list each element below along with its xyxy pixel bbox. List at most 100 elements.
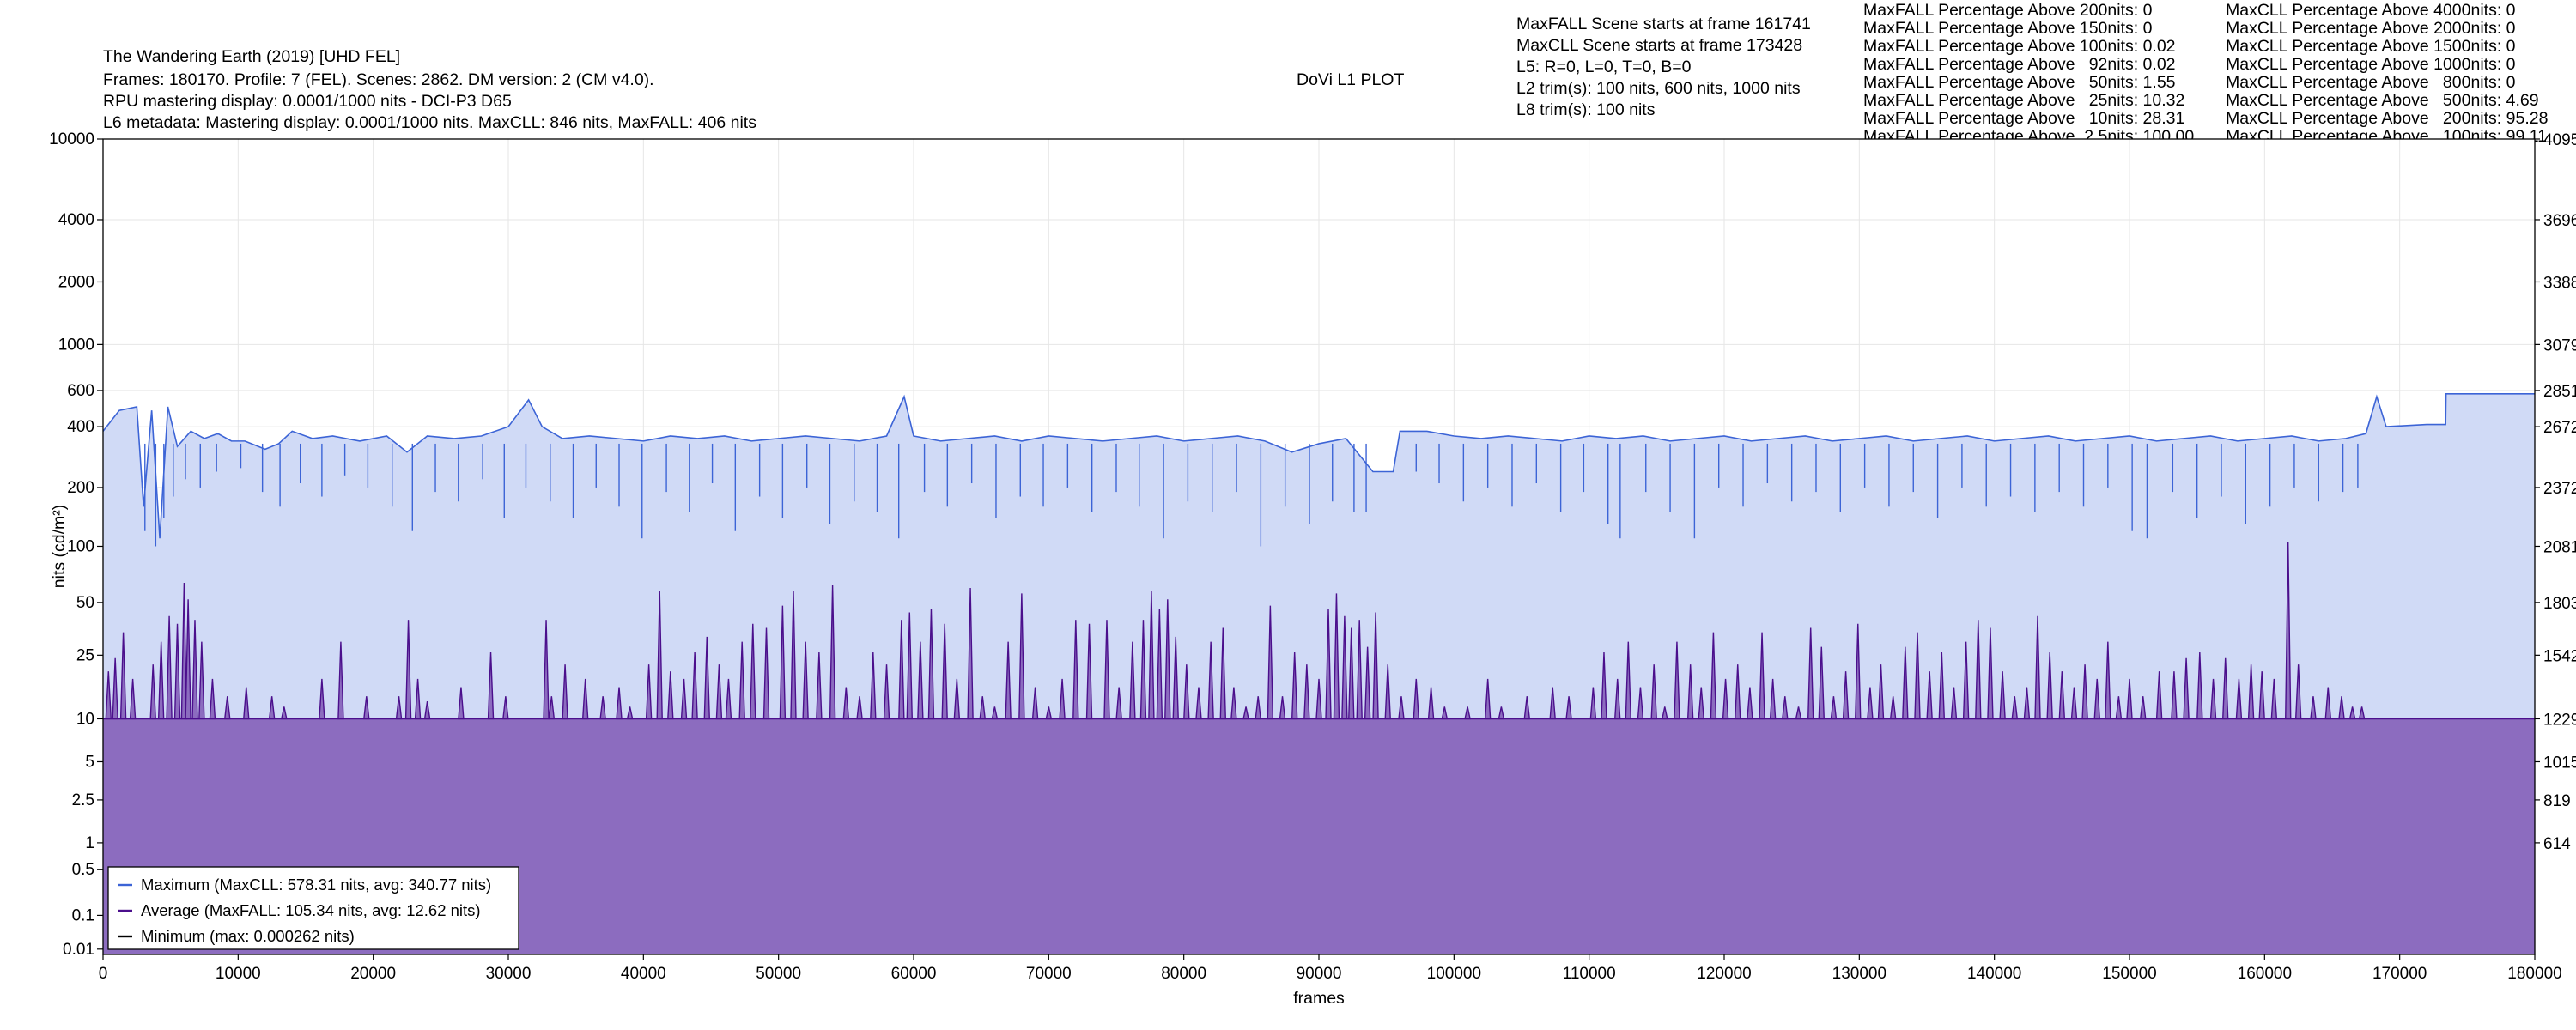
maxcll-stats-block: MaxCLL Percentage Above 4000nits: 0MaxCL… <box>2226 1 2548 146</box>
average-spike <box>1734 664 1741 720</box>
chart-title: The Wandering Earth (2019) [UHD FEL] <box>103 47 400 66</box>
x-tick-label: 60000 <box>891 965 937 983</box>
average-spike <box>173 623 181 720</box>
average-spike <box>395 696 403 720</box>
average-spike <box>1962 641 1970 720</box>
average-spike <box>1601 651 1607 720</box>
average-spike <box>1722 678 1729 720</box>
average-spike <box>2294 664 2302 720</box>
average-spike <box>1999 671 2006 720</box>
maxcll-stat-line: MaxCLL Percentage Above 800nits: 0 <box>2226 73 2516 92</box>
average-spike <box>750 623 756 720</box>
x-tick-label: 30000 <box>486 965 532 983</box>
average-spike <box>157 641 165 720</box>
average-spike <box>502 696 509 720</box>
average-spike <box>715 664 723 720</box>
x-tick-label: 150000 <box>2102 965 2156 983</box>
maxfall-stat-line: MaxFALL Percentage Above 100nits: 0.02 <box>1863 37 2176 56</box>
average-spike <box>991 706 999 720</box>
average-spike <box>645 664 653 720</box>
legend: Maximum (MaxCLL: 578.31 nits, avg: 340.7… <box>107 866 519 950</box>
y2-tick-label: 2372 <box>2543 480 2576 498</box>
header-line-l6: L6 metadata: Mastering display: 0.0001/1… <box>103 113 756 132</box>
average-spike <box>2348 706 2356 720</box>
x-tick-label: 160000 <box>2238 965 2292 983</box>
average-spike <box>1698 687 1705 720</box>
average-spike <box>268 696 276 720</box>
average-spike <box>1769 678 1777 720</box>
average-spike <box>1413 678 1420 720</box>
average-spike <box>1183 664 1190 720</box>
average-spike <box>1372 612 1379 720</box>
average-spike <box>616 687 623 720</box>
average-spike <box>762 627 770 720</box>
y2-tick-label: 4095 <box>2543 131 2576 149</box>
y2-tick-label: 614 <box>2543 835 2571 853</box>
average-spike <box>656 591 663 720</box>
header-line-frames: Frames: 180170. Profile: 7 (FEL). Scenes… <box>103 70 654 89</box>
average-spike <box>1637 687 1644 720</box>
average-spike <box>2046 651 2053 720</box>
average-spike <box>1045 706 1053 720</box>
average-spike <box>1018 593 1025 720</box>
info-line: L2 trim(s): 100 nits, 600 nits, 1000 nit… <box>1516 79 1801 98</box>
average-spike <box>2221 657 2229 720</box>
x-tick-label: 10000 <box>216 965 261 983</box>
average-spike <box>2139 696 2147 720</box>
average-spike <box>562 664 568 720</box>
average-spike <box>129 678 137 720</box>
maxcll-stat-line: MaxCLL Percentage Above 1500nits: 0 <box>2226 37 2516 56</box>
average-spike <box>927 609 935 720</box>
x-tick-label: 50000 <box>756 965 801 983</box>
average-spike <box>149 664 156 720</box>
average-spike <box>404 620 412 720</box>
y2-tick-label: 2081 <box>2543 538 2576 556</box>
average-spike <box>1759 632 1765 720</box>
average-spike <box>1987 627 1994 720</box>
average-spike <box>790 591 797 720</box>
average-spike <box>1589 687 1597 720</box>
average-spike <box>917 641 924 720</box>
legend-label-minimum: Minimum (max: 0.000262 nits) <box>141 927 355 945</box>
average-spike <box>1242 706 1249 720</box>
y-tick-label: 100 <box>67 537 94 555</box>
average-spike <box>2171 671 2178 720</box>
average-spike <box>856 696 863 720</box>
average-spike <box>898 620 905 720</box>
average-spike <box>1219 627 1227 720</box>
average-spike <box>2270 678 2278 720</box>
average-spike <box>2324 687 2332 720</box>
x-tick-label: 20000 <box>350 965 396 983</box>
y-tick-label: 1000 <box>58 336 94 354</box>
y2-tick-label: 1229 <box>2543 711 2576 729</box>
info-line: MaxFALL Scene starts at frame 161741 <box>1516 15 1811 33</box>
average-spike <box>1674 641 1680 720</box>
average-spike <box>1889 696 1897 720</box>
y-tick-label: 50 <box>76 594 94 612</box>
average-spike <box>2115 696 2123 720</box>
average-spike <box>543 620 550 720</box>
maxfall-stat-line: MaxFALL Percentage Above 50nits: 1.55 <box>1863 73 2176 92</box>
y-tick-label: 10 <box>76 710 94 728</box>
average-spike <box>1484 678 1492 720</box>
average-spike <box>967 588 974 720</box>
average-spike <box>1938 651 1946 720</box>
average-spike <box>198 641 205 720</box>
average-spike <box>105 671 112 720</box>
y-tick-label: 200 <box>67 479 94 497</box>
average-spike <box>1059 678 1066 720</box>
average-spike <box>2070 687 2078 720</box>
average-spike <box>487 651 495 720</box>
average-spike <box>842 687 850 720</box>
average-spike <box>185 599 191 720</box>
average-spike <box>870 651 877 720</box>
average-spike <box>1207 641 1214 720</box>
average-spike <box>816 651 823 720</box>
y2-tick-label: 3079 <box>2543 336 2576 354</box>
x-axis-label: frames <box>1293 989 1345 1008</box>
average-spike <box>2258 671 2265 720</box>
legend-label-average: Average (MaxFALL: 105.34 nits, avg: 12.6… <box>141 901 481 919</box>
average-spike <box>1148 591 1155 720</box>
average-spike <box>337 641 344 720</box>
average-spike <box>1661 706 1668 720</box>
